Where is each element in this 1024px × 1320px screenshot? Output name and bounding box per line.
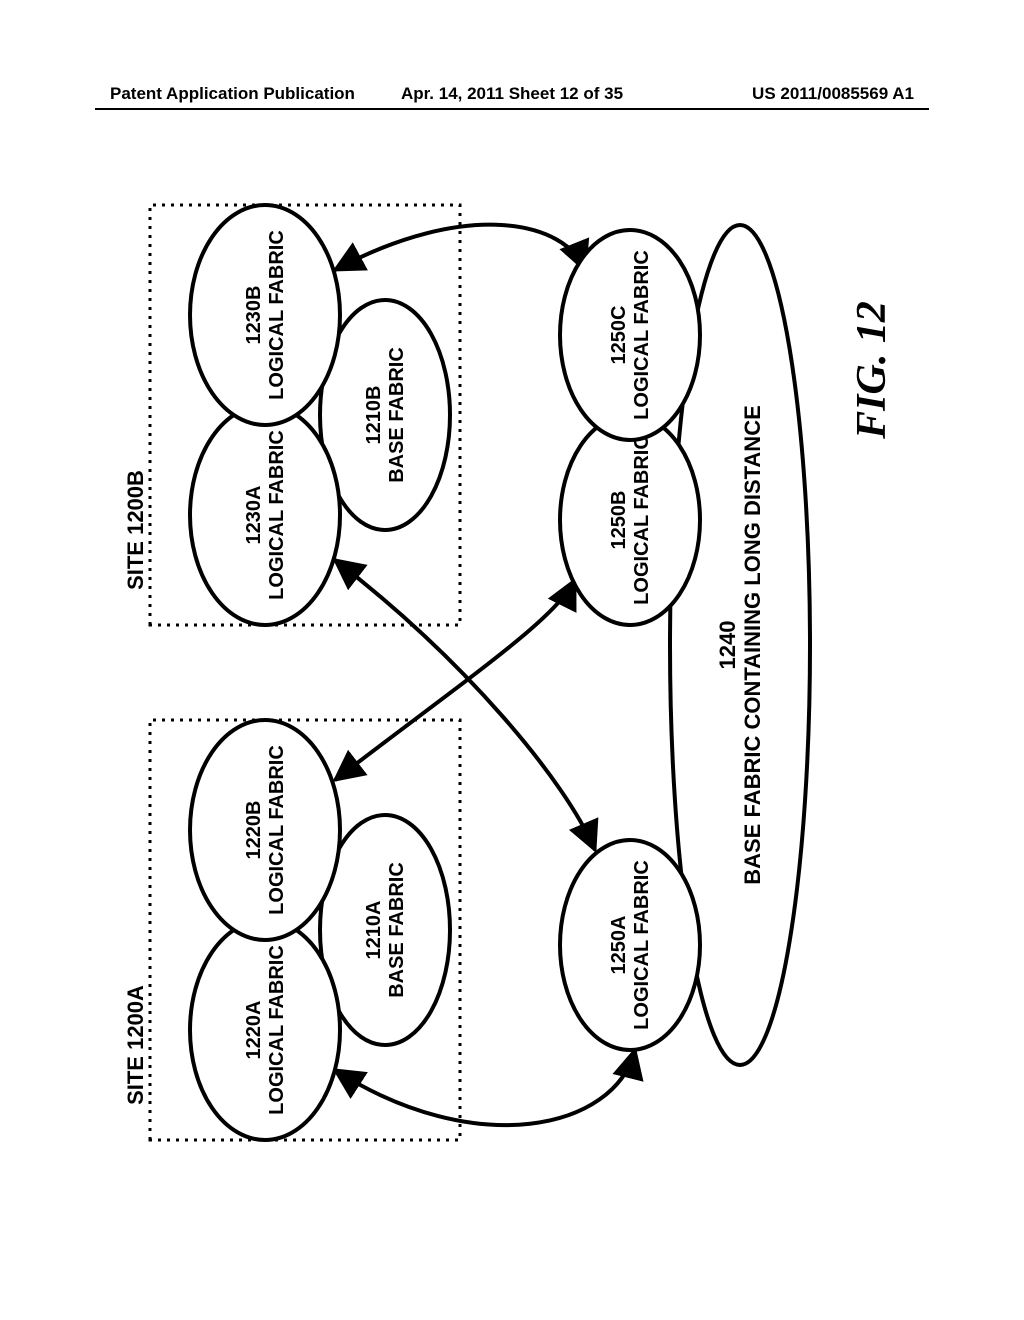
node-1250b: [560, 415, 700, 625]
node-1210a-line1: 1210A: [363, 901, 385, 960]
node-1220a: [190, 920, 340, 1140]
page: Patent Application Publication Apr. 14, …: [0, 0, 1024, 1320]
site-b-label: SITE 1200B: [123, 470, 148, 590]
node-1230b-line1: 1230B: [243, 286, 265, 345]
node-1250b-line2: LOGICAL FABRIC: [631, 435, 653, 605]
node-1210a-line2: BASE FABRIC: [386, 862, 408, 998]
figure-rotated-stage: SITE 1200A SITE 1200B 1240 BASE FABRIC C…: [0, 260, 1024, 1080]
node-1220a-line2: LOGICAL FABRIC: [266, 945, 288, 1115]
node-1240-line2: BASE FABRIC CONTAINING LONG DISTANCE: [740, 405, 765, 885]
node-1250c: [560, 230, 700, 440]
node-1250a-line1: 1250A: [608, 916, 630, 975]
site-a-label: SITE 1200A: [123, 985, 148, 1105]
node-1230a: [190, 405, 340, 625]
node-1210b-line1: 1210B: [363, 386, 385, 445]
node-1250a-line2: LOGICAL FABRIC: [631, 860, 653, 1030]
node-1250c-line1: 1250C: [608, 306, 630, 365]
header-right: US 2011/0085569 A1: [752, 84, 914, 104]
edge-1220a-1250a: [335, 1050, 635, 1125]
header-rule: [95, 108, 929, 110]
edge-1220b-1250b: [335, 580, 575, 780]
node-1240-line1: 1240: [715, 621, 740, 670]
node-1230a-line2: LOGICAL FABRIC: [266, 430, 288, 600]
page-header: Patent Application Publication Apr. 14, …: [0, 84, 1024, 104]
node-1250c-line2: LOGICAL FABRIC: [631, 250, 653, 420]
node-1230b: [190, 205, 340, 425]
node-1220a-line1: 1220A: [243, 1001, 265, 1060]
node-1210b-line2: BASE FABRIC: [386, 347, 408, 483]
node-1220b: [190, 720, 340, 940]
node-1250b-line1: 1250B: [608, 491, 630, 550]
node-1250a: [560, 840, 700, 1050]
node-1220b-line1: 1220B: [243, 801, 265, 860]
network-diagram: SITE 1200A SITE 1200B 1240 BASE FABRIC C…: [95, 140, 915, 1200]
node-1230b-line2: LOGICAL FABRIC: [266, 230, 288, 400]
header-left: Patent Application Publication: [110, 84, 355, 104]
figure-caption: FIG. 12: [849, 301, 895, 440]
header-center: Apr. 14, 2011 Sheet 12 of 35: [401, 84, 623, 104]
node-1230a-line1: 1230A: [243, 486, 265, 545]
node-1220b-line2: LOGICAL FABRIC: [266, 745, 288, 915]
